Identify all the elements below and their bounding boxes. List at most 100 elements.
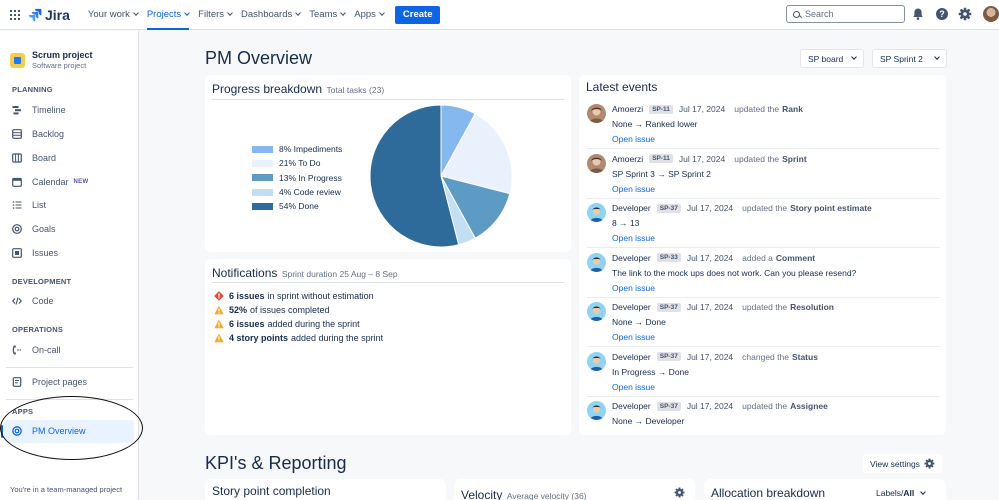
user-avatar — [587, 104, 606, 123]
legend-swatch — [252, 174, 273, 182]
legend-entry: 54% Done — [252, 199, 342, 213]
app-switcher-icon[interactable] — [10, 9, 20, 20]
legend-entry: 8% Impediments — [252, 142, 342, 156]
nav-filters[interactable]: Filters — [198, 0, 233, 30]
board-dropdown-label: SP board — [808, 53, 844, 64]
sidebar-item-timeline[interactable]: Timeline — [12, 105, 66, 115]
profile-avatar[interactable] — [983, 6, 999, 22]
legend-label: 4% Code review — [279, 187, 341, 198]
nav-projects[interactable]: Projects — [146, 0, 190, 30]
jira-logo[interactable]: Jira — [28, 7, 70, 23]
svg-text:?: ? — [939, 9, 945, 19]
event-user: Developer — [612, 302, 651, 312]
velocity-settings-icon[interactable] — [674, 487, 685, 498]
view-settings-label: View settings — [870, 458, 920, 469]
error-icon — [214, 291, 224, 301]
issue-key-lozenge[interactable]: SP-37 — [656, 352, 681, 361]
velocity-subtitle: Average velocity (36) — [506, 491, 587, 500]
search-input[interactable]: Search — [786, 5, 905, 23]
event-action: updated the — [734, 153, 780, 164]
open-issue-link[interactable]: Open issue — [612, 183, 655, 194]
notification-item: 6 issues in sprint without estimation — [214, 291, 374, 301]
event-user: Amoerzi — [612, 104, 644, 114]
team-managed-note[interactable]: You're in a team-managed project — [10, 485, 123, 494]
event-change: None → Developer — [612, 416, 685, 426]
sidebar-item-pm-overview[interactable]: PM Overview — [12, 426, 86, 436]
event-change: None → Done — [612, 317, 666, 327]
notification-text: added during the sprint — [291, 333, 384, 343]
nav-teams[interactable]: Teams — [309, 0, 347, 30]
issue-key-lozenge[interactable]: SP-11 — [649, 154, 673, 163]
open-issue-link[interactable]: Open issue — [612, 282, 655, 293]
event-field: Rank — [782, 104, 803, 114]
event-user: Developer — [612, 252, 651, 263]
event-change: 8 → 13 — [612, 218, 640, 228]
latest-events-title: Latest events — [586, 80, 658, 94]
issue-key-lozenge[interactable]: SP-33 — [656, 253, 681, 262]
allocation-breakdown-title: Allocation breakdown — [711, 486, 826, 500]
sidebar-item-backlog[interactable]: Backlog — [12, 129, 64, 139]
brand-name: Jira — [45, 6, 70, 23]
sidebar-item-label: Calendar — [32, 177, 69, 187]
event-date: Jul 17, 2024 — [686, 351, 734, 362]
sidebar-item-board[interactable]: Board — [12, 153, 56, 163]
issue-key-lozenge[interactable]: SP-11 — [649, 104, 673, 114]
card-divider — [212, 282, 564, 283]
settings-icon[interactable] — [958, 7, 972, 21]
sidebar-item-pm-overview-active[interactable] — [1, 420, 134, 443]
velocity-header: Velocity Average velocity (36) — [461, 486, 587, 500]
nav-dashboards[interactable]: Dashboards — [241, 0, 302, 30]
open-issue-link[interactable]: Open issue — [612, 134, 655, 144]
notifications-icon[interactable] — [911, 7, 925, 21]
event-date: Jul 17, 2024 — [686, 203, 734, 213]
chevron-down-icon — [851, 54, 857, 60]
section-development: DEVELOPMENT — [12, 277, 72, 286]
open-issue-link[interactable]: Open issue — [612, 233, 655, 243]
user-avatar — [587, 401, 606, 420]
user-avatar — [587, 302, 606, 321]
legend-label: 8% Impediments — [279, 144, 343, 155]
on-call-icon — [12, 345, 21, 355]
help-icon[interactable]: ? — [935, 7, 949, 21]
notification-item: 52% of issues completed — [214, 305, 330, 315]
legend-label: 13% In Progress — [279, 172, 342, 183]
event-action: updated the — [734, 104, 780, 114]
sidebar-item-on-call[interactable]: On-call — [12, 345, 61, 355]
sidebar-item-issues[interactable]: Issues — [12, 248, 58, 258]
jira-logo-icon — [28, 8, 42, 21]
issue-key-lozenge[interactable]: SP-37 — [656, 203, 681, 213]
progress-title: Progress breakdown — [212, 82, 323, 96]
view-settings-button[interactable]: View settings — [863, 454, 942, 473]
sidebar-item-label: Issues — [32, 248, 59, 258]
event-header: Developer SP-37 Jul 17, 2024 updated the Res… — [612, 302, 834, 312]
issue-key-lozenge[interactable]: SP-37 — [656, 302, 681, 312]
card-divider — [212, 99, 564, 100]
board-dropdown[interactable]: SP board — [800, 49, 864, 68]
project-avatar-icon — [10, 52, 25, 68]
sidebar-item-list[interactable]: List — [12, 200, 46, 210]
allocation-filter-dropdown[interactable]: Labels/All — [876, 488, 927, 498]
sidebar-item-project-pages[interactable]: Project pages — [12, 377, 87, 387]
open-issue-link[interactable]: Open issue — [612, 332, 655, 342]
user-avatar — [587, 153, 606, 173]
nav-apps[interactable]: Apps — [354, 0, 385, 30]
pie-slice-done[interactable] — [369, 104, 460, 248]
sidebar-item-code[interactable]: Code — [12, 296, 54, 306]
sidebar-item-calendar[interactable]: Calendar NEW — [12, 177, 88, 187]
project-header[interactable]: Scrum project Software project — [10, 50, 93, 70]
pie-slice-in-progress[interactable] — [440, 175, 511, 239]
section-operations: OPERATIONS — [12, 325, 64, 334]
sidebar-item-goals[interactable]: Goals — [12, 224, 56, 234]
allocation-filter-label: Labels/ — [876, 488, 904, 498]
event-change: The link to the mock ups does not work. … — [612, 267, 857, 278]
pie-slice-to-do[interactable] — [440, 113, 513, 195]
notification-strong: 6 issues — [229, 291, 265, 301]
create-button[interactable]: Create — [394, 5, 441, 24]
nav-your-work[interactable]: Your work — [88, 0, 139, 30]
sprint-dropdown[interactable]: SP Sprint 2 — [872, 49, 947, 68]
issue-key-lozenge[interactable]: SP-37 — [656, 401, 681, 411]
event-field: Story point estimate — [790, 203, 872, 213]
open-issue-link[interactable]: Open issue — [612, 381, 655, 392]
sidebar-divider — [6, 399, 133, 400]
user-avatar — [587, 252, 606, 272]
